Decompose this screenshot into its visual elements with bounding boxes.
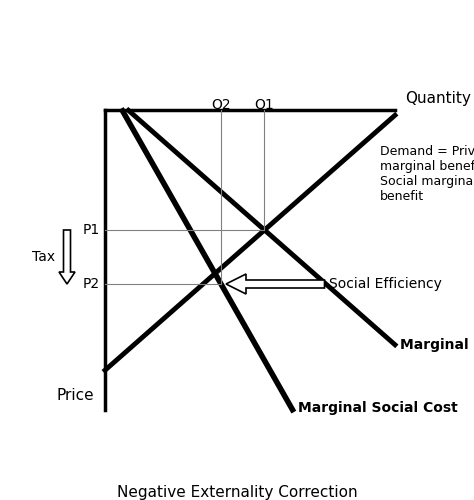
Text: Price: Price <box>56 388 94 402</box>
Text: Demand = Private
marginal benefit =
Social marginal
benefit: Demand = Private marginal benefit = Soci… <box>380 145 474 203</box>
Text: Marginal Social Cost: Marginal Social Cost <box>298 401 457 415</box>
Text: Q2: Q2 <box>211 98 231 112</box>
Text: Social Efficiency: Social Efficiency <box>329 277 442 291</box>
Text: Negative Externality Correction: Negative Externality Correction <box>117 485 357 500</box>
Text: Quantity: Quantity <box>405 90 471 106</box>
Text: Marginal Private Cost: Marginal Private Cost <box>400 338 474 352</box>
Text: P2: P2 <box>83 277 100 291</box>
Polygon shape <box>59 230 75 284</box>
Text: Q1: Q1 <box>255 98 274 112</box>
Polygon shape <box>226 274 325 294</box>
Text: Tax: Tax <box>32 250 55 264</box>
Text: P1: P1 <box>83 223 100 237</box>
